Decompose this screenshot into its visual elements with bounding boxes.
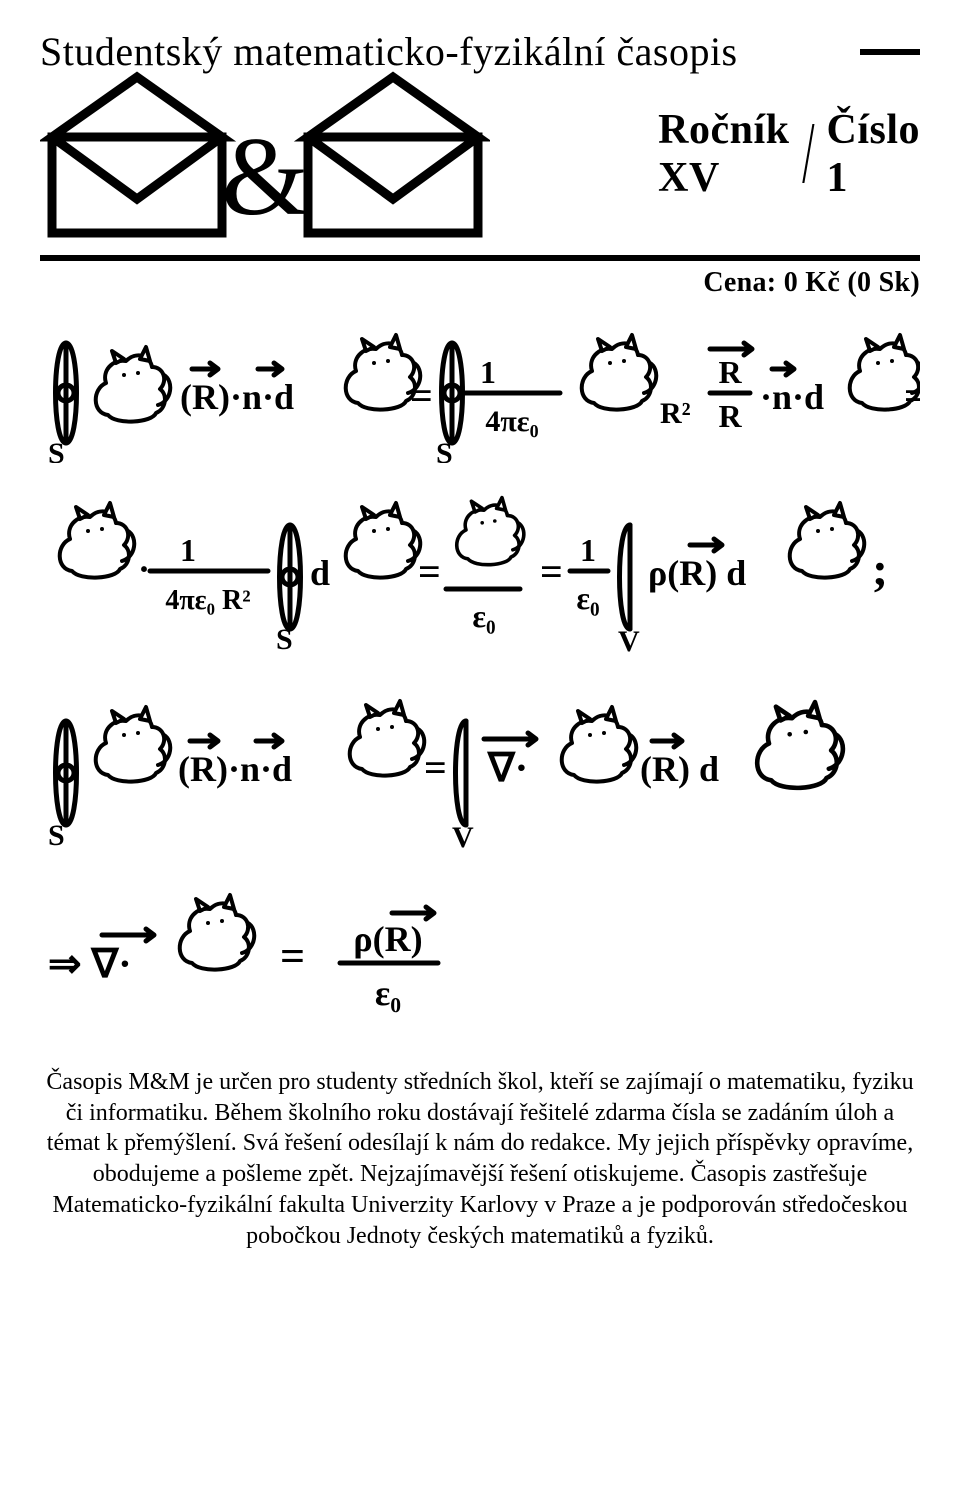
svg-text:=: = bbox=[904, 373, 920, 418]
cover-illustration: S (R)·n·d = S 1 bbox=[40, 313, 920, 1041]
svg-text:&: & bbox=[221, 115, 308, 239]
svg-text:⇒ ∇·: ⇒ ∇· bbox=[48, 941, 132, 986]
description-paragraph: Časopis M&M je určen pro studenty středn… bbox=[40, 1067, 920, 1251]
illo-row-1: S (R)·n·d = S 1 bbox=[40, 313, 920, 463]
svg-text:S: S bbox=[48, 819, 65, 852]
svg-text:R²: R² bbox=[660, 397, 691, 430]
svg-text:=: = bbox=[418, 549, 441, 594]
svg-text:·: · bbox=[138, 549, 150, 589]
volume-value: XV bbox=[658, 154, 789, 202]
svg-text:=: = bbox=[410, 373, 433, 418]
svg-text:ρ(R) d: ρ(R) d bbox=[648, 553, 746, 593]
svg-text:4πε₀: 4πε₀ bbox=[485, 405, 538, 438]
svg-text:S: S bbox=[276, 623, 293, 656]
svg-text:=: = bbox=[424, 745, 447, 790]
illo-row-3: S (R)·n·d = V ∇· bbox=[40, 685, 920, 855]
svg-text:S: S bbox=[48, 437, 65, 463]
svg-text:d: d bbox=[310, 553, 330, 593]
page: Studentský matematicko-fyzikální časopis… bbox=[0, 0, 960, 1510]
svg-text:ρ(R): ρ(R) bbox=[353, 919, 422, 959]
svg-text:(R)·n·d: (R)·n·d bbox=[180, 377, 294, 417]
illo-row-2: · 1 4πε₀ R² S d = ε₀ bbox=[40, 489, 920, 659]
mm-logo-svg: & bbox=[40, 59, 490, 249]
header-row: & Ročník XV / Číslo 1 bbox=[40, 59, 920, 249]
price-line: Cena: 0 Kč (0 Sk) bbox=[40, 267, 920, 299]
issue-label: Číslo bbox=[826, 106, 920, 154]
issue-value: 1 bbox=[826, 154, 920, 202]
svg-text:V: V bbox=[618, 625, 640, 658]
svg-text:V: V bbox=[452, 821, 474, 854]
svg-text:=: = bbox=[540, 549, 563, 594]
svg-text:=: = bbox=[280, 932, 305, 981]
svg-text:1: 1 bbox=[580, 532, 596, 568]
svg-text:·n·d: ·n·d bbox=[760, 377, 824, 417]
svg-text:;: ; bbox=[872, 543, 888, 596]
svg-text:∇·: ∇· bbox=[486, 745, 528, 790]
svg-text:ε₀: ε₀ bbox=[472, 598, 495, 634]
svg-text:1: 1 bbox=[480, 354, 496, 390]
bottom-rule bbox=[40, 255, 920, 261]
svg-text:R: R bbox=[718, 354, 742, 390]
svg-text:4πε₀ R²: 4πε₀ R² bbox=[165, 585, 250, 616]
svg-text:S: S bbox=[436, 437, 453, 463]
illo-row-4: ⇒ ∇· = ρ(R) ε₀ bbox=[40, 881, 920, 1041]
svg-text:R: R bbox=[718, 398, 742, 434]
svg-text:(R)·n·d: (R)·n·d bbox=[178, 749, 292, 789]
slash-divider: / bbox=[802, 114, 814, 193]
volume-issue-block: Ročník XV / Číslo 1 bbox=[658, 106, 920, 203]
volume-label: Ročník bbox=[658, 106, 789, 154]
svg-text:(R) d: (R) d bbox=[640, 749, 719, 789]
mm-logo: & bbox=[40, 59, 490, 249]
svg-text:ε₀: ε₀ bbox=[576, 580, 599, 616]
svg-text:ε₀: ε₀ bbox=[375, 973, 401, 1013]
svg-text:1: 1 bbox=[180, 532, 196, 568]
